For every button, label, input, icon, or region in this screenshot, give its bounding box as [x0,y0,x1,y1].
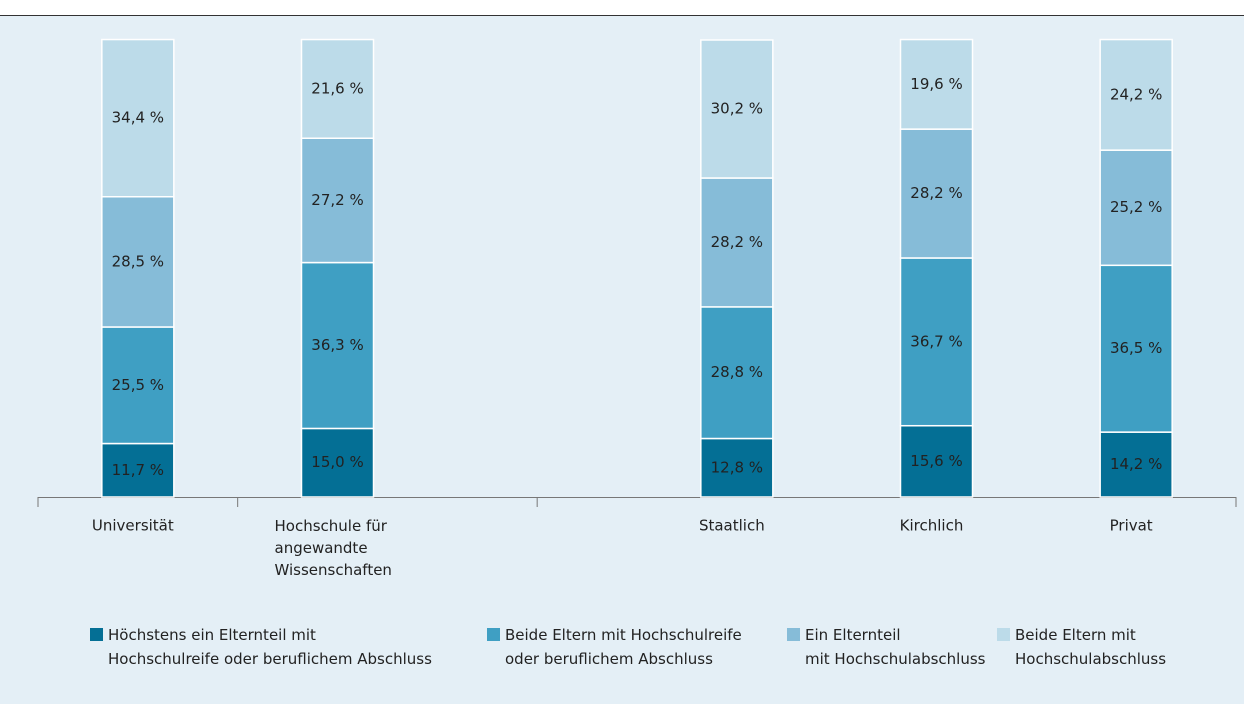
value-label: 25,5 % [112,376,164,394]
x-tick-label: Kirchlich [900,517,964,535]
value-label: 36,3 % [311,336,363,354]
value-label: 27,2 % [311,191,363,209]
bar-segment [300,427,375,498]
legend-swatch [787,628,800,641]
bar-segment [1099,149,1173,267]
bar-segment [300,137,375,264]
value-label: 11,7 % [112,461,164,479]
bar-segment [899,38,974,130]
legend-swatch [997,628,1010,641]
bar-segment [899,424,974,498]
legend-label: Beide Eltern mit Hochschulreife oder ber… [505,626,747,668]
value-label: 24,2 % [1110,85,1162,103]
legend-swatch [487,628,500,641]
value-label: 19,6 % [910,75,962,93]
value-label: 15,0 % [311,453,363,471]
bar-segment [700,177,774,308]
bar-segment [300,38,375,140]
x-tick-label: Hochschule für angewandte Wissenschaften [275,517,392,579]
bar-segment [700,306,774,440]
value-label: 15,6 % [910,452,962,470]
legend-label: Höchstens ein Elternteil mit Hochschulre… [108,626,432,668]
value-label: 28,2 % [711,233,763,251]
value-label: 34,4 % [112,109,164,127]
value-label: 28,2 % [910,184,962,202]
value-label: 36,7 % [910,332,962,350]
bar-segment [300,261,375,430]
bar-segment [899,128,974,259]
value-label: 21,6 % [311,79,363,97]
legend-label: Beide Eltern mit Hochschulabschluss [1015,626,1166,668]
x-tick-label: Privat [1110,517,1153,535]
x-tick-label: Universität [92,517,174,535]
bar-segment [1099,38,1173,151]
x-tick-label: Staatlich [699,517,765,535]
value-label: 36,5 % [1110,339,1162,357]
value-label: 30,2 % [711,100,763,118]
bar-segment [700,39,774,179]
value-label: 28,8 % [711,363,763,381]
bar-segment [1099,264,1173,433]
panel [0,16,1244,704]
value-label: 12,8 % [711,458,763,476]
value-label: 25,2 % [1110,198,1162,216]
bar-segment [101,196,175,328]
bar-segment [101,442,175,498]
value-label: 28,5 % [112,252,164,270]
value-label: 14,2 % [1110,455,1162,473]
bar-segment [101,38,175,198]
legend-label: Ein Elternteil mit Hochschulabschluss [805,626,986,668]
bar-segment [101,326,175,445]
legend-swatch [90,628,103,641]
